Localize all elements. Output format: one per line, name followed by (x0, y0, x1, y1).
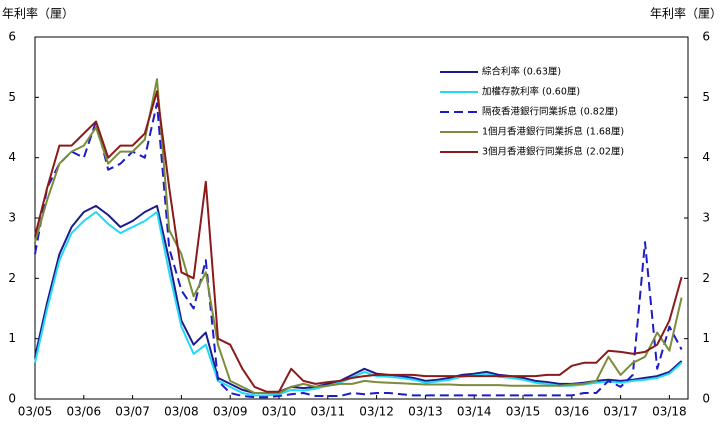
x-tick-label: 03/13 (408, 405, 443, 419)
y2-axis-label: 年利率（厘） (650, 6, 722, 21)
x-tick-label: 03/10 (262, 405, 297, 419)
legend-label: 隔夜香港銀行同業拆息 (0.82厘) (482, 106, 618, 118)
y2-tick-label: 3 (702, 211, 710, 225)
series-line (34, 204, 683, 394)
x-tick-label: 03/11 (311, 405, 346, 419)
legend-label: 加權存款利率 (0.60厘) (482, 86, 580, 98)
y-tick-label: 5 (8, 90, 16, 104)
series-line (34, 78, 683, 394)
y-axis-label: 年利率（厘） (2, 6, 74, 21)
y-tick-label: 2 (8, 271, 16, 285)
legend-label: 綜合利率 (0.63厘) (482, 66, 561, 78)
plot-frame (34, 36, 689, 400)
y-tick-label: 4 (8, 150, 16, 164)
x-tick-label: 03/17 (603, 405, 638, 419)
x-tick-label: 03/05 (18, 405, 53, 419)
y-tick-label: 0 (8, 392, 16, 406)
x-tick-label: 03/12 (359, 405, 394, 419)
series-line (34, 211, 683, 397)
y-tick-label: 1 (8, 331, 16, 345)
series-line (34, 90, 683, 393)
x-tick-label: 03/15 (506, 405, 541, 419)
legend-label: 1個月香港銀行同業拆息 (1.68厘) (482, 126, 624, 138)
y2-tick-label: 5 (702, 90, 710, 104)
y2-tick-label: 2 (702, 271, 710, 285)
x-tick-label: 03/07 (115, 405, 150, 419)
x-tick-label: 03/06 (67, 405, 102, 419)
legend-label: 3個月香港銀行同業拆息 (2.02厘) (482, 146, 624, 158)
y2-tick-label: 1 (702, 331, 710, 345)
x-tick-label: 03/16 (555, 405, 590, 419)
x-tick-label: 03/14 (457, 405, 492, 419)
series-line (34, 102, 683, 399)
x-tick-label: 03/09 (213, 405, 248, 419)
x-tick-label: 03/18 (652, 405, 687, 419)
y2-tick-label: 0 (702, 392, 710, 406)
x-tick-label: 03/08 (164, 405, 199, 419)
y2-tick-label: 6 (702, 30, 710, 44)
y2-tick-label: 4 (702, 150, 710, 164)
y-tick-label: 3 (8, 211, 16, 225)
y-tick-label: 6 (8, 30, 16, 44)
